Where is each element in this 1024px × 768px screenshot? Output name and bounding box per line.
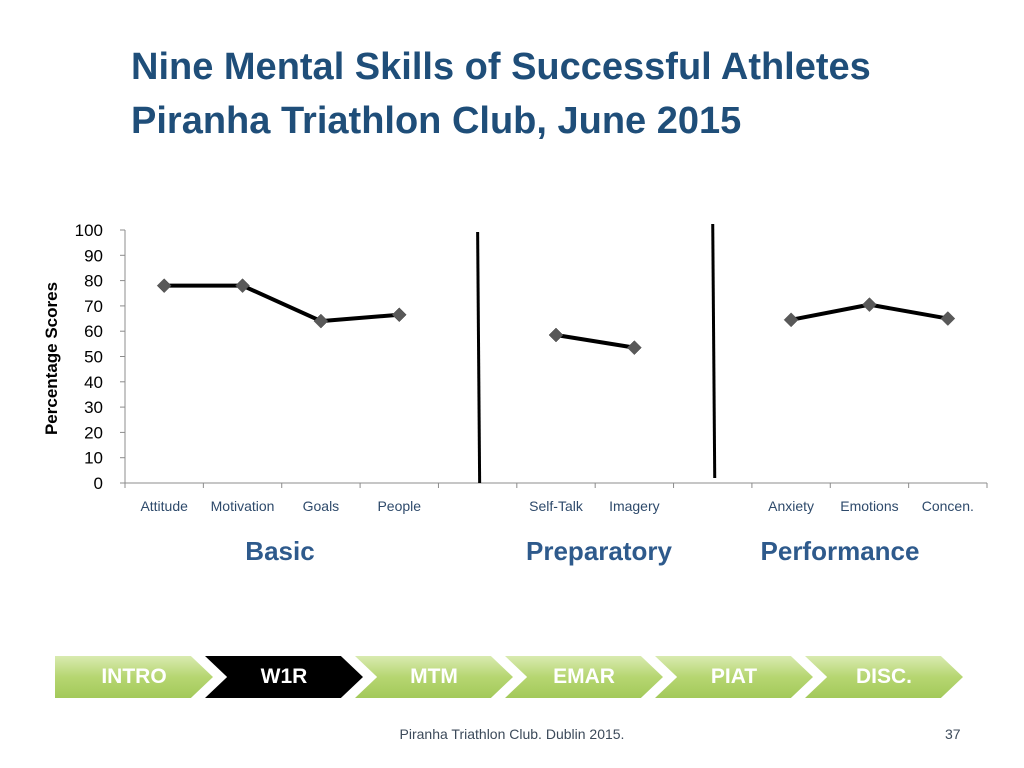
group-label-preparatory: Preparatory <box>526 536 672 566</box>
data-point-marker <box>391 307 407 323</box>
x-tick-label: Goals <box>303 498 340 514</box>
nav-step-emar[interactable]: EMAR <box>505 656 663 698</box>
series-line-segment <box>164 283 400 324</box>
x-tick-label: Anxiety <box>768 498 814 514</box>
y-tick-label: 40 <box>84 373 103 392</box>
section-nav: INTRO W1R MTM EMAR PIAT DISC. <box>55 656 965 698</box>
y-tick-label: 50 <box>84 348 103 367</box>
nav-step-w1r[interactable]: W1R <box>205 656 363 698</box>
y-tick-label: 60 <box>84 322 103 341</box>
series-line-segment <box>555 333 635 350</box>
data-point-marker <box>156 278 172 294</box>
footer-text: Piranha Triathlon Club. Dublin 2015. <box>399 726 625 742</box>
x-tick-label: Concen. <box>922 498 974 514</box>
y-tick-label: 80 <box>84 272 103 291</box>
y-tick-label: 30 <box>84 398 103 417</box>
data-point-marker <box>783 312 799 328</box>
y-tick-label: 100 <box>75 221 103 240</box>
nav-step-mtm[interactable]: MTM <box>355 656 513 698</box>
x-tick-label: Emotions <box>840 498 898 514</box>
y-tick-label: 70 <box>84 297 103 316</box>
data-point-marker <box>862 297 877 312</box>
page-number: 37 <box>945 726 961 742</box>
data-point-marker <box>313 313 329 329</box>
group-divider-line <box>476 231 482 484</box>
group-label-performance: Performance <box>760 536 920 566</box>
data-point-marker <box>235 278 250 294</box>
group-divider-line <box>711 223 717 479</box>
nav-step-disc[interactable]: DISC. <box>805 656 963 698</box>
title-line-2: Piranha Triathlon Club, June 2015 <box>131 100 742 142</box>
x-tick-label: Attitude <box>140 498 188 514</box>
y-axis-title: Percentage Scores <box>42 282 61 435</box>
data-point-marker <box>627 340 642 355</box>
y-tick-label: 20 <box>84 423 103 442</box>
line-chart: 0 10 20 30 40 50 60 70 80 90 100 Attitude Motivation… <box>42 221 988 514</box>
y-tick-label: 0 <box>94 474 103 493</box>
x-tick-label: Motivation <box>211 498 275 514</box>
slide-title: Nine Mental Skills of Successful Athlete… <box>131 40 871 148</box>
nav-step-piat[interactable]: PIAT <box>655 656 813 698</box>
title-line-1: Nine Mental Skills of Successful Athlete… <box>131 46 871 88</box>
x-tick-label: People <box>377 498 421 514</box>
group-label-basic: Basic <box>245 536 315 566</box>
data-point-marker <box>548 327 564 343</box>
x-tick-label: Self-Talk <box>529 498 584 514</box>
y-tick-label: 10 <box>84 449 103 468</box>
data-point-marker <box>940 311 956 326</box>
y-tick-label: 90 <box>84 246 103 265</box>
x-tick-label: Imagery <box>609 498 660 514</box>
nav-step-intro[interactable]: INTRO <box>55 656 213 698</box>
